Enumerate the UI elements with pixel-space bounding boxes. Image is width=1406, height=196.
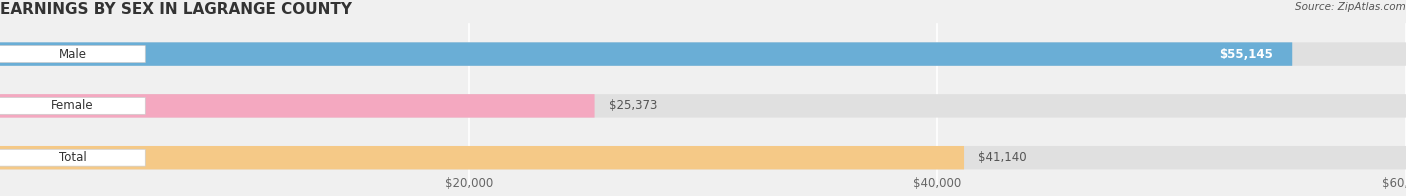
FancyBboxPatch shape	[0, 149, 145, 166]
FancyBboxPatch shape	[0, 146, 965, 169]
Text: Male: Male	[59, 48, 87, 61]
Text: $40,000: $40,000	[914, 177, 962, 190]
Text: $41,140: $41,140	[979, 151, 1026, 164]
FancyBboxPatch shape	[0, 46, 145, 63]
Text: $20,000: $20,000	[444, 177, 492, 190]
FancyBboxPatch shape	[0, 94, 595, 118]
FancyBboxPatch shape	[0, 94, 1406, 118]
FancyBboxPatch shape	[0, 97, 145, 114]
Text: $25,373: $25,373	[609, 99, 657, 112]
Text: Total: Total	[59, 151, 87, 164]
FancyBboxPatch shape	[0, 42, 1292, 66]
Text: EARNINGS BY SEX IN LAGRANGE COUNTY: EARNINGS BY SEX IN LAGRANGE COUNTY	[0, 2, 352, 17]
Text: $60,000: $60,000	[1382, 177, 1406, 190]
FancyBboxPatch shape	[0, 146, 1406, 169]
Text: Female: Female	[52, 99, 94, 112]
Text: Source: ZipAtlas.com: Source: ZipAtlas.com	[1295, 2, 1406, 12]
Text: $55,145: $55,145	[1219, 48, 1274, 61]
FancyBboxPatch shape	[0, 42, 1406, 66]
